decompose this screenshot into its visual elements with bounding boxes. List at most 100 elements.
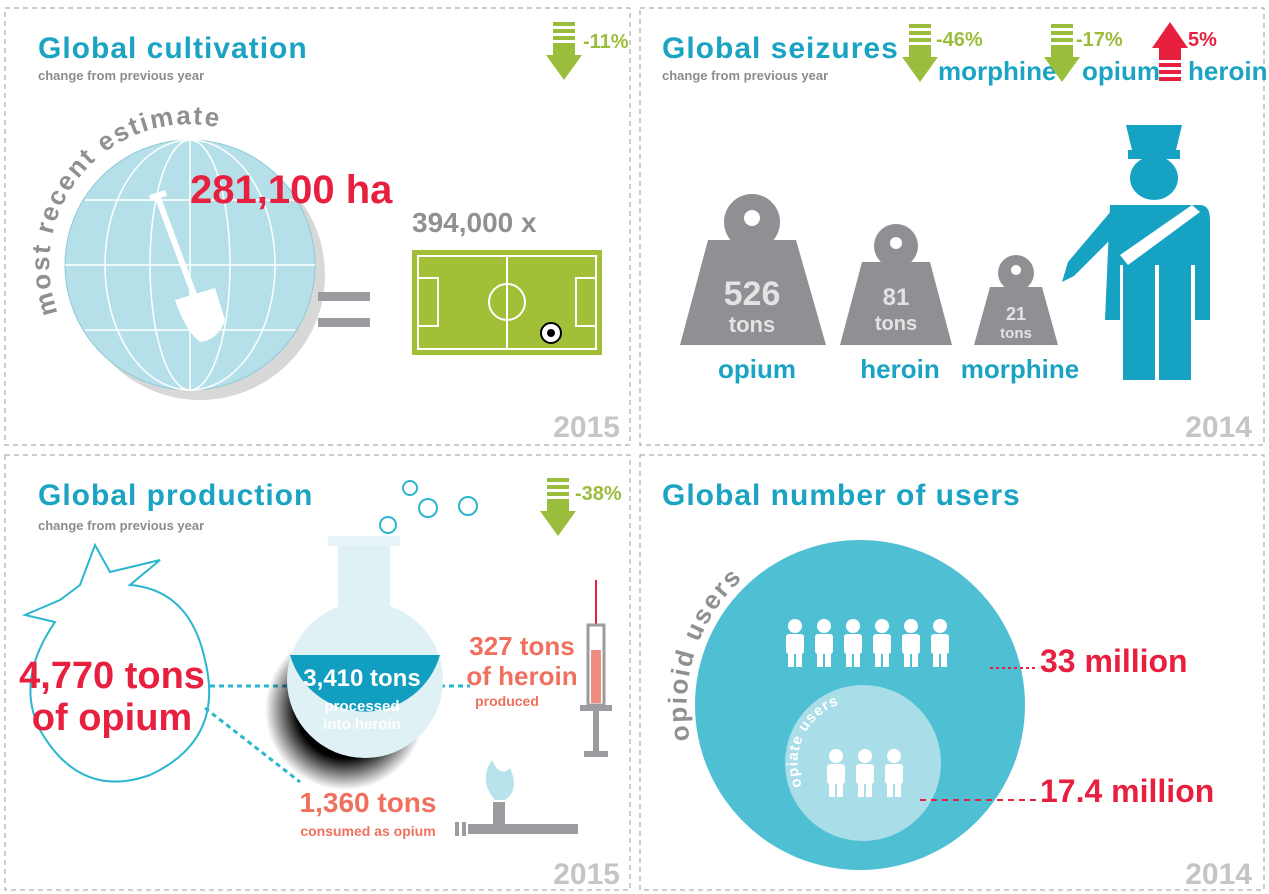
burner-end: [455, 822, 459, 836]
arrow-head: [1044, 57, 1080, 82]
arrow-bar: [909, 31, 931, 35]
leg: [1123, 262, 1155, 380]
flow-line: [204, 706, 301, 784]
title: Global number of users: [662, 479, 1021, 512]
shovel-grip: [149, 190, 167, 201]
weight-opium: 526 tons opium: [680, 194, 826, 384]
subtitle: change from previous year: [38, 518, 204, 533]
panel-borders: [4, 7, 1265, 891]
arrow-bar: [909, 45, 931, 57]
arrow-head: [1152, 22, 1188, 48]
down-arrow: [1044, 24, 1080, 82]
weight-heroin: 81 tons heroin: [840, 224, 952, 384]
police-officer: [1062, 125, 1210, 380]
weight-label: opium: [718, 354, 796, 384]
subtitle: change from previous year: [38, 68, 204, 83]
flask-lip: [328, 536, 400, 546]
down-arrow: [546, 22, 582, 80]
arrow-bar: [547, 485, 569, 489]
change: -46%: [936, 29, 983, 51]
equals-bar: [318, 318, 370, 327]
title: Global seizures: [662, 32, 899, 65]
change-label: heroin: [1188, 56, 1267, 86]
cap-brim: [1128, 150, 1180, 159]
sash: [1120, 205, 1200, 265]
field-line: [575, 277, 597, 327]
arrow-bar: [553, 43, 575, 55]
plunger: [593, 711, 599, 751]
weight-unit: tons: [1000, 325, 1032, 342]
change: -17%: [1076, 29, 1123, 51]
weight-label: morphine: [961, 354, 1079, 384]
ball-patch: [547, 329, 555, 337]
title: Global cultivation: [38, 32, 308, 65]
poppy-pod: [21, 542, 211, 783]
arrow-bar: [547, 492, 569, 496]
weight-unit: tons: [729, 312, 775, 337]
equals-bar: [318, 292, 370, 301]
arrow-bar: [1051, 45, 1073, 57]
arrow-bar: [547, 499, 569, 511]
change: 5%: [1188, 29, 1217, 51]
shovel-handle: [155, 196, 199, 302]
arrow-bar: [547, 478, 569, 482]
heroin-label: of heroin: [466, 661, 577, 691]
flame: [485, 760, 514, 800]
change: -38%: [575, 483, 622, 505]
weight-amount: 526: [724, 275, 781, 313]
arrow-bar: [909, 38, 931, 42]
weight-body: [974, 287, 1058, 345]
bubbles: [379, 480, 478, 534]
torso: [1105, 205, 1210, 320]
arrow-bar: [1051, 38, 1073, 42]
syringe: [580, 580, 612, 757]
arrow-bar: [1159, 70, 1181, 74]
subtitle: change from previous year: [662, 68, 828, 83]
weight-hole: [890, 237, 902, 249]
processed-label: into heroin: [323, 716, 401, 733]
arrow-bar: [1159, 63, 1181, 67]
heroin-amount: 327 tons: [469, 631, 575, 661]
change: -11%: [583, 31, 629, 53]
down-arrow: [540, 478, 576, 536]
panel-border: [639, 7, 1265, 446]
arrow-bar: [1051, 24, 1073, 28]
weight-hole: [1011, 265, 1021, 275]
opium-label: of opium: [32, 697, 192, 739]
arrow-bar: [1159, 48, 1181, 60]
weight-body: [680, 240, 826, 345]
burner-pipe: [468, 824, 578, 834]
year: 2015: [553, 411, 620, 444]
processed-label: processed: [324, 698, 399, 715]
arrow-bar: [553, 22, 575, 26]
opiate-users: 17.4 million: [1040, 773, 1214, 809]
field-lines: [417, 255, 597, 350]
weight-body: [840, 262, 952, 345]
burner: [455, 760, 578, 836]
year: 2014: [1185, 411, 1252, 444]
cultivation-panel: Global cultivation change from previous …: [25, 22, 629, 444]
panel-border: [4, 454, 631, 891]
up-arrow: [1152, 22, 1188, 81]
year: 2015: [553, 858, 620, 891]
processed-amount: 3,410 tons: [303, 665, 420, 692]
year: 2014: [1185, 858, 1252, 891]
users-panel: Global number of users opioid users opia…: [662, 479, 1252, 891]
plunger-end: [584, 751, 608, 757]
weight-amount: 21: [1006, 304, 1026, 324]
production-panel: Global production change from previous y…: [19, 478, 622, 891]
liquid: [591, 650, 601, 703]
arrow-bar: [1051, 31, 1073, 35]
heroin-note: produced: [475, 693, 539, 709]
weight-amount: 81: [883, 284, 910, 311]
field-line: [417, 277, 439, 327]
area: 281,100 ha: [190, 168, 393, 212]
bubble: [458, 496, 478, 516]
arrow-head: [540, 511, 576, 536]
seizures-panel: Global seizures change from previous yea…: [662, 22, 1267, 444]
flask: [265, 536, 443, 790]
flange: [580, 705, 612, 711]
arrow-bar: [909, 24, 931, 28]
